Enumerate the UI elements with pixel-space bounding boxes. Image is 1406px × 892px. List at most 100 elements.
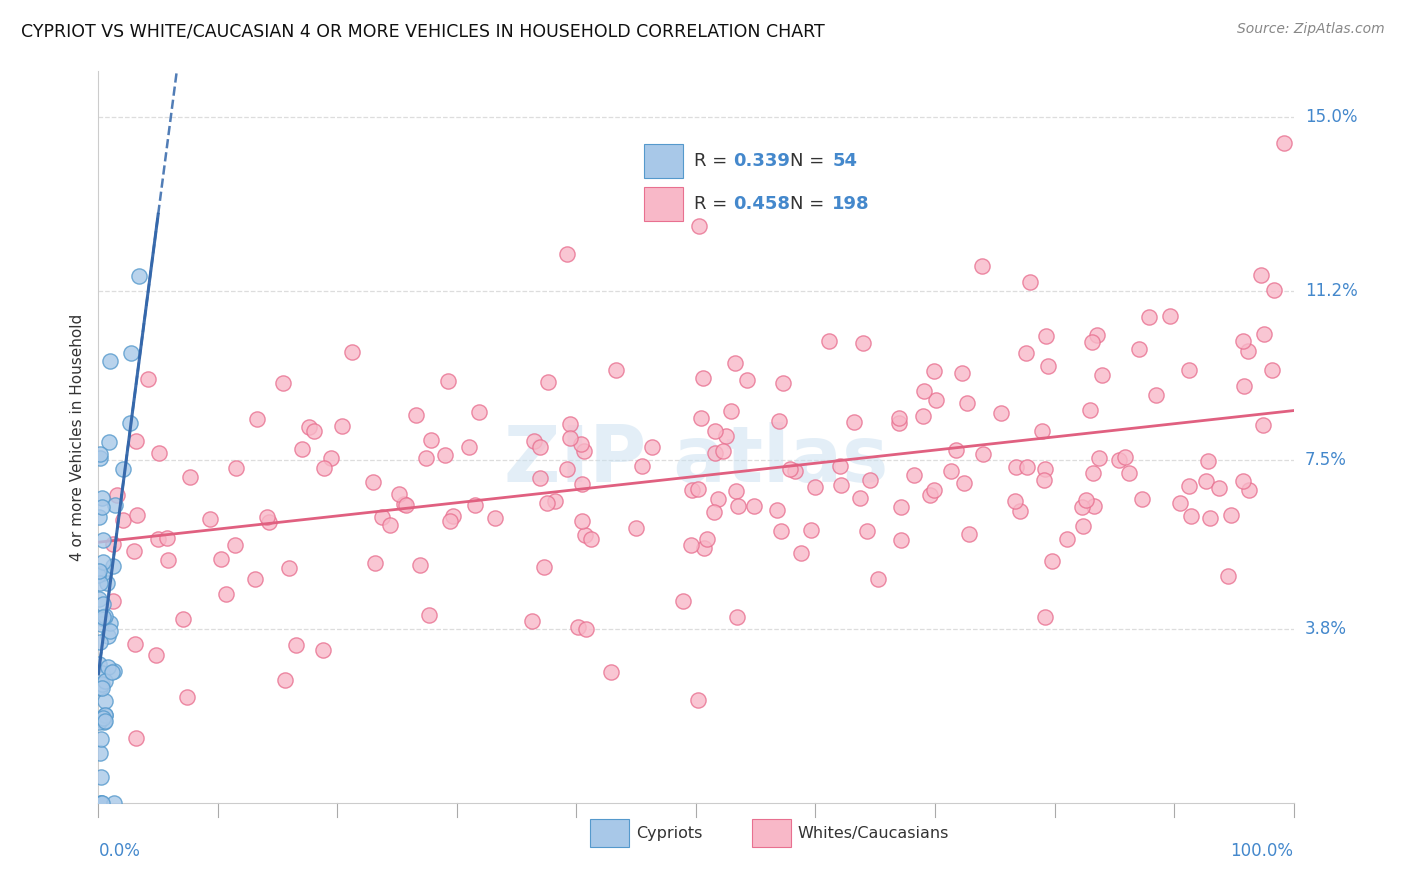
Point (1038, 359, 1060, 373)
Point (950, 366, 973, 380)
Point (1033, 610, 1056, 624)
Point (922, 364, 945, 378)
Point (744, 500, 766, 514)
Text: N =: N = (790, 194, 831, 213)
Y-axis label: 4 or more Vehicles in Household: 4 or more Vehicles in Household (69, 313, 84, 561)
Point (605, 363, 627, 377)
Point (361, 475, 384, 489)
Point (312, 461, 335, 475)
Point (1015, 345, 1038, 359)
Text: 198: 198 (832, 194, 870, 213)
Point (714, 429, 737, 443)
Point (990, 406, 1012, 420)
Point (409, 558, 432, 573)
Point (90, 770, 112, 784)
Point (90, 677, 112, 691)
Point (1088, 451, 1111, 466)
Point (1085, 327, 1108, 342)
Point (89, 450, 111, 465)
Point (779, 462, 801, 476)
Point (1180, 509, 1202, 524)
Point (124, 637, 146, 651)
Point (1239, 483, 1261, 497)
Point (555, 461, 578, 475)
Point (257, 515, 280, 529)
Point (1137, 310, 1160, 325)
Point (91, 566, 114, 580)
Point (1078, 403, 1101, 417)
Point (693, 541, 716, 555)
Point (91, 711, 114, 725)
Point (122, 544, 145, 558)
Point (671, 594, 693, 608)
Point (364, 556, 387, 570)
Point (277, 560, 299, 574)
Point (957, 526, 980, 541)
Point (90, 500, 112, 514)
Point (866, 572, 889, 586)
Point (887, 417, 910, 431)
Point (145, 648, 167, 662)
Text: 0.0%: 0.0% (98, 842, 141, 860)
Point (849, 491, 872, 505)
Point (1008, 504, 1031, 518)
Point (735, 373, 758, 387)
Point (87, 657, 110, 671)
Point (855, 524, 877, 539)
Point (783, 465, 806, 479)
Point (1232, 334, 1254, 348)
Point (97, 629, 120, 643)
Point (125, 508, 148, 523)
Point (125, 434, 148, 448)
Point (558, 417, 581, 432)
Point (571, 514, 593, 528)
Point (103, 796, 125, 810)
Point (312, 643, 335, 657)
Point (830, 458, 852, 473)
Point (887, 411, 910, 425)
Point (271, 376, 294, 391)
Point (1197, 454, 1219, 468)
Point (120, 346, 142, 360)
Point (818, 334, 841, 349)
Point (600, 665, 623, 680)
Point (972, 259, 994, 273)
Point (100, 624, 122, 639)
Point (922, 483, 945, 497)
Point (918, 488, 941, 502)
Point (128, 268, 150, 283)
Point (146, 532, 169, 546)
Point (972, 447, 994, 461)
Point (1233, 378, 1256, 392)
Point (89, 447, 111, 461)
Point (90, 681, 112, 695)
Point (96, 575, 118, 590)
Point (125, 731, 148, 745)
Point (118, 416, 141, 430)
Text: R =: R = (693, 153, 733, 170)
Point (484, 511, 506, 525)
Point (1274, 136, 1296, 150)
Text: Source: ZipAtlas.com: Source: ZipAtlas.com (1237, 22, 1385, 37)
Point (842, 415, 865, 429)
Point (302, 424, 325, 438)
Point (1081, 466, 1104, 480)
Text: N =: N = (790, 153, 831, 170)
Point (89, 635, 111, 649)
Point (544, 494, 567, 508)
Point (101, 558, 124, 573)
Point (1033, 473, 1056, 487)
Point (224, 538, 246, 552)
Point (790, 546, 813, 560)
Point (439, 514, 461, 528)
Point (520, 614, 543, 628)
Point (704, 425, 727, 439)
Point (720, 404, 742, 418)
Point (1083, 499, 1105, 513)
Point (176, 690, 198, 704)
Point (912, 384, 935, 398)
Point (1219, 508, 1241, 522)
Point (94, 693, 117, 707)
Point (89, 681, 111, 696)
Point (707, 491, 730, 506)
